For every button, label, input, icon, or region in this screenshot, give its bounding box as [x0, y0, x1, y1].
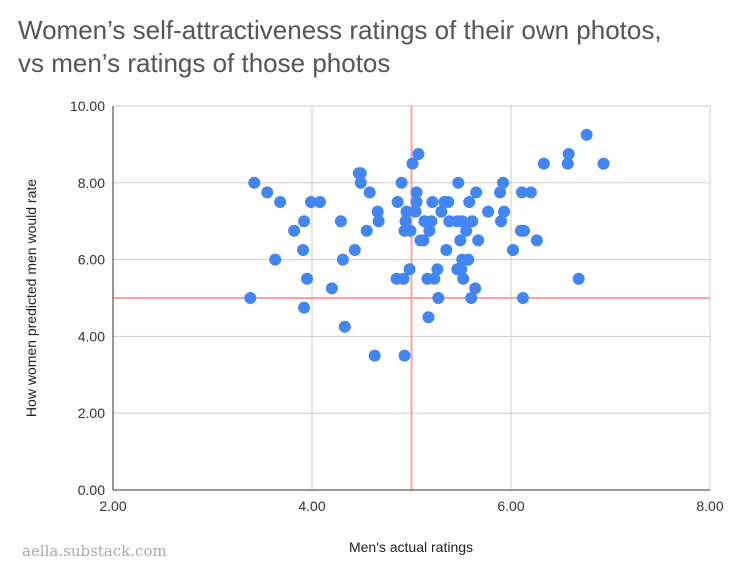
chart-title: Women’s self-attractiveness ratings of t…: [18, 14, 718, 80]
data-point: [338, 320, 351, 333]
data-point: [516, 292, 529, 304]
y-tick-label: 2.00: [78, 405, 105, 421]
data-point: [354, 167, 367, 180]
data-point: [417, 234, 430, 247]
data-point: [442, 196, 455, 208]
data-point: [406, 157, 419, 170]
chart-title-line-1: Women’s self-attractiveness ratings of t…: [18, 15, 662, 45]
reference-lines: [113, 106, 710, 490]
data-point: [426, 196, 439, 208]
data-point: [517, 224, 530, 237]
data-point: [457, 272, 470, 285]
data-point: [371, 205, 384, 218]
axes: [112, 106, 710, 491]
y-tick-label: 10.00: [70, 98, 105, 114]
data-point: [409, 205, 422, 218]
data-point: [463, 196, 476, 208]
data-point: [391, 196, 404, 208]
data-point: [325, 282, 338, 295]
data-point: [334, 215, 347, 228]
data-point: [497, 176, 510, 189]
data-point: [495, 215, 508, 228]
data-point: [530, 234, 543, 247]
data-point: [412, 148, 425, 160]
data-point: [580, 128, 593, 141]
data-point: [368, 349, 381, 362]
x-tick-label: 8.00: [696, 498, 723, 514]
y-tick-label: 6.00: [78, 252, 105, 268]
data-point: [432, 292, 445, 304]
data-point: [482, 205, 495, 218]
x-tick-label: 4.00: [298, 498, 325, 514]
data-point: [466, 215, 479, 228]
data-point: [456, 215, 469, 228]
data-point: [360, 224, 373, 237]
data-point: [597, 157, 610, 170]
data-point: [428, 272, 441, 285]
data-point: [399, 215, 412, 228]
data-point: [425, 215, 438, 228]
x-axis-label: Men's actual ratings: [349, 539, 473, 555]
data-point: [244, 292, 257, 304]
y-axis-label: How women predicted men would rate: [23, 179, 39, 417]
data-point: [469, 282, 482, 295]
data-point: [348, 244, 361, 256]
data-point: [403, 263, 416, 276]
data-point: [288, 224, 301, 237]
data-point: [465, 292, 478, 304]
data-point: [460, 224, 473, 237]
data-point: [454, 234, 467, 247]
data-point: [410, 186, 423, 199]
data-point: [537, 157, 550, 170]
y-tick-label: 8.00: [78, 175, 105, 191]
data-point: [561, 157, 574, 170]
data-point: [397, 272, 410, 285]
y-tick-label: 0.00: [78, 482, 105, 498]
data-point: [404, 224, 417, 237]
data-point: [274, 196, 287, 208]
data-point: [440, 244, 453, 256]
data-point: [372, 215, 385, 228]
x-tick-label: 2.00: [99, 498, 126, 514]
data-point: [515, 186, 528, 199]
data-point: [305, 196, 318, 208]
data-point: [410, 196, 423, 208]
data-point: [423, 224, 436, 237]
data-point: [524, 186, 537, 199]
data-point: [472, 234, 485, 247]
watermark-text: aella.substack.com: [22, 542, 167, 560]
data-point: [354, 176, 367, 189]
data-point: [572, 272, 585, 285]
data-point: [395, 176, 408, 189]
data-point: [248, 176, 261, 189]
data-point: [562, 148, 575, 160]
data-point: [313, 196, 326, 208]
data-point: [400, 205, 413, 218]
data-point: [297, 244, 310, 256]
data-point: [506, 244, 519, 256]
data-point: [261, 186, 274, 199]
data-point: [298, 215, 311, 228]
chart-title-line-2: vs men’s ratings of those photos: [18, 48, 391, 78]
data-point: [455, 263, 468, 276]
data-point: [462, 253, 475, 266]
data-point: [452, 176, 465, 189]
data-point: [269, 253, 282, 266]
data-point: [431, 263, 444, 276]
data-point: [494, 186, 507, 199]
x-tick-label: 6.00: [497, 498, 524, 514]
data-point: [336, 253, 349, 266]
data-point: [470, 186, 483, 199]
data-point: [422, 311, 435, 324]
data-point: [363, 186, 376, 199]
data-point: [298, 301, 311, 314]
data-point: [435, 205, 448, 218]
data-point: [498, 205, 511, 218]
y-tick-label: 4.00: [78, 328, 105, 344]
data-point: [301, 272, 314, 285]
data-points: [244, 128, 610, 362]
data-point: [398, 349, 411, 362]
